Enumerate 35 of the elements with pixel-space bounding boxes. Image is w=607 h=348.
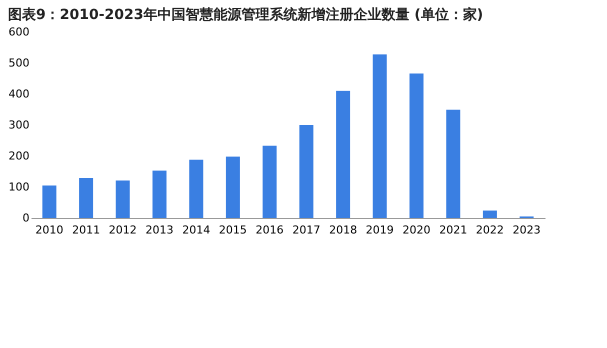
x-tick-label: 2020 [402,224,430,236]
bar [336,90,350,218]
x-tick-label: 2010 [35,224,64,236]
bar [79,178,94,218]
bar [372,54,387,218]
bar [226,156,240,218]
bar [152,170,166,218]
bar [299,125,314,218]
x-tick-label: 2011 [72,224,100,236]
y-tick-label: 200 [8,150,30,162]
chart-title: 图表9：2010-2023年中国智慧能源管理系统新增注册企业数量 (单位：家) [8,6,484,23]
bar [42,185,56,218]
y-tick-label: 100 [8,180,30,194]
bar [446,110,460,218]
x-tick-label: 2016 [256,224,284,236]
bar [482,210,497,218]
bar [410,74,424,218]
y-tick-label: 0 [22,212,30,224]
bar [262,146,277,218]
y-tick-label: 600 [8,26,30,38]
x-tick-label: 2015 [218,224,247,236]
x-tick-label: 2022 [476,224,504,236]
y-tick-label: 400 [8,88,30,100]
x-tick-label: 2023 [512,224,541,236]
bar [116,180,130,218]
x-tick-label: 2021 [439,224,468,236]
x-tick-label: 2019 [366,224,394,236]
x-tick-label: 2018 [329,224,358,236]
x-tick-label: 2014 [182,224,210,236]
x-tick-label: 2012 [108,224,137,236]
bar [189,160,204,218]
y-tick-label: 500 [8,56,30,70]
x-tick-label: 2013 [146,224,174,236]
y-tick-label: 300 [8,118,30,132]
x-tick-label: 2017 [292,224,320,236]
